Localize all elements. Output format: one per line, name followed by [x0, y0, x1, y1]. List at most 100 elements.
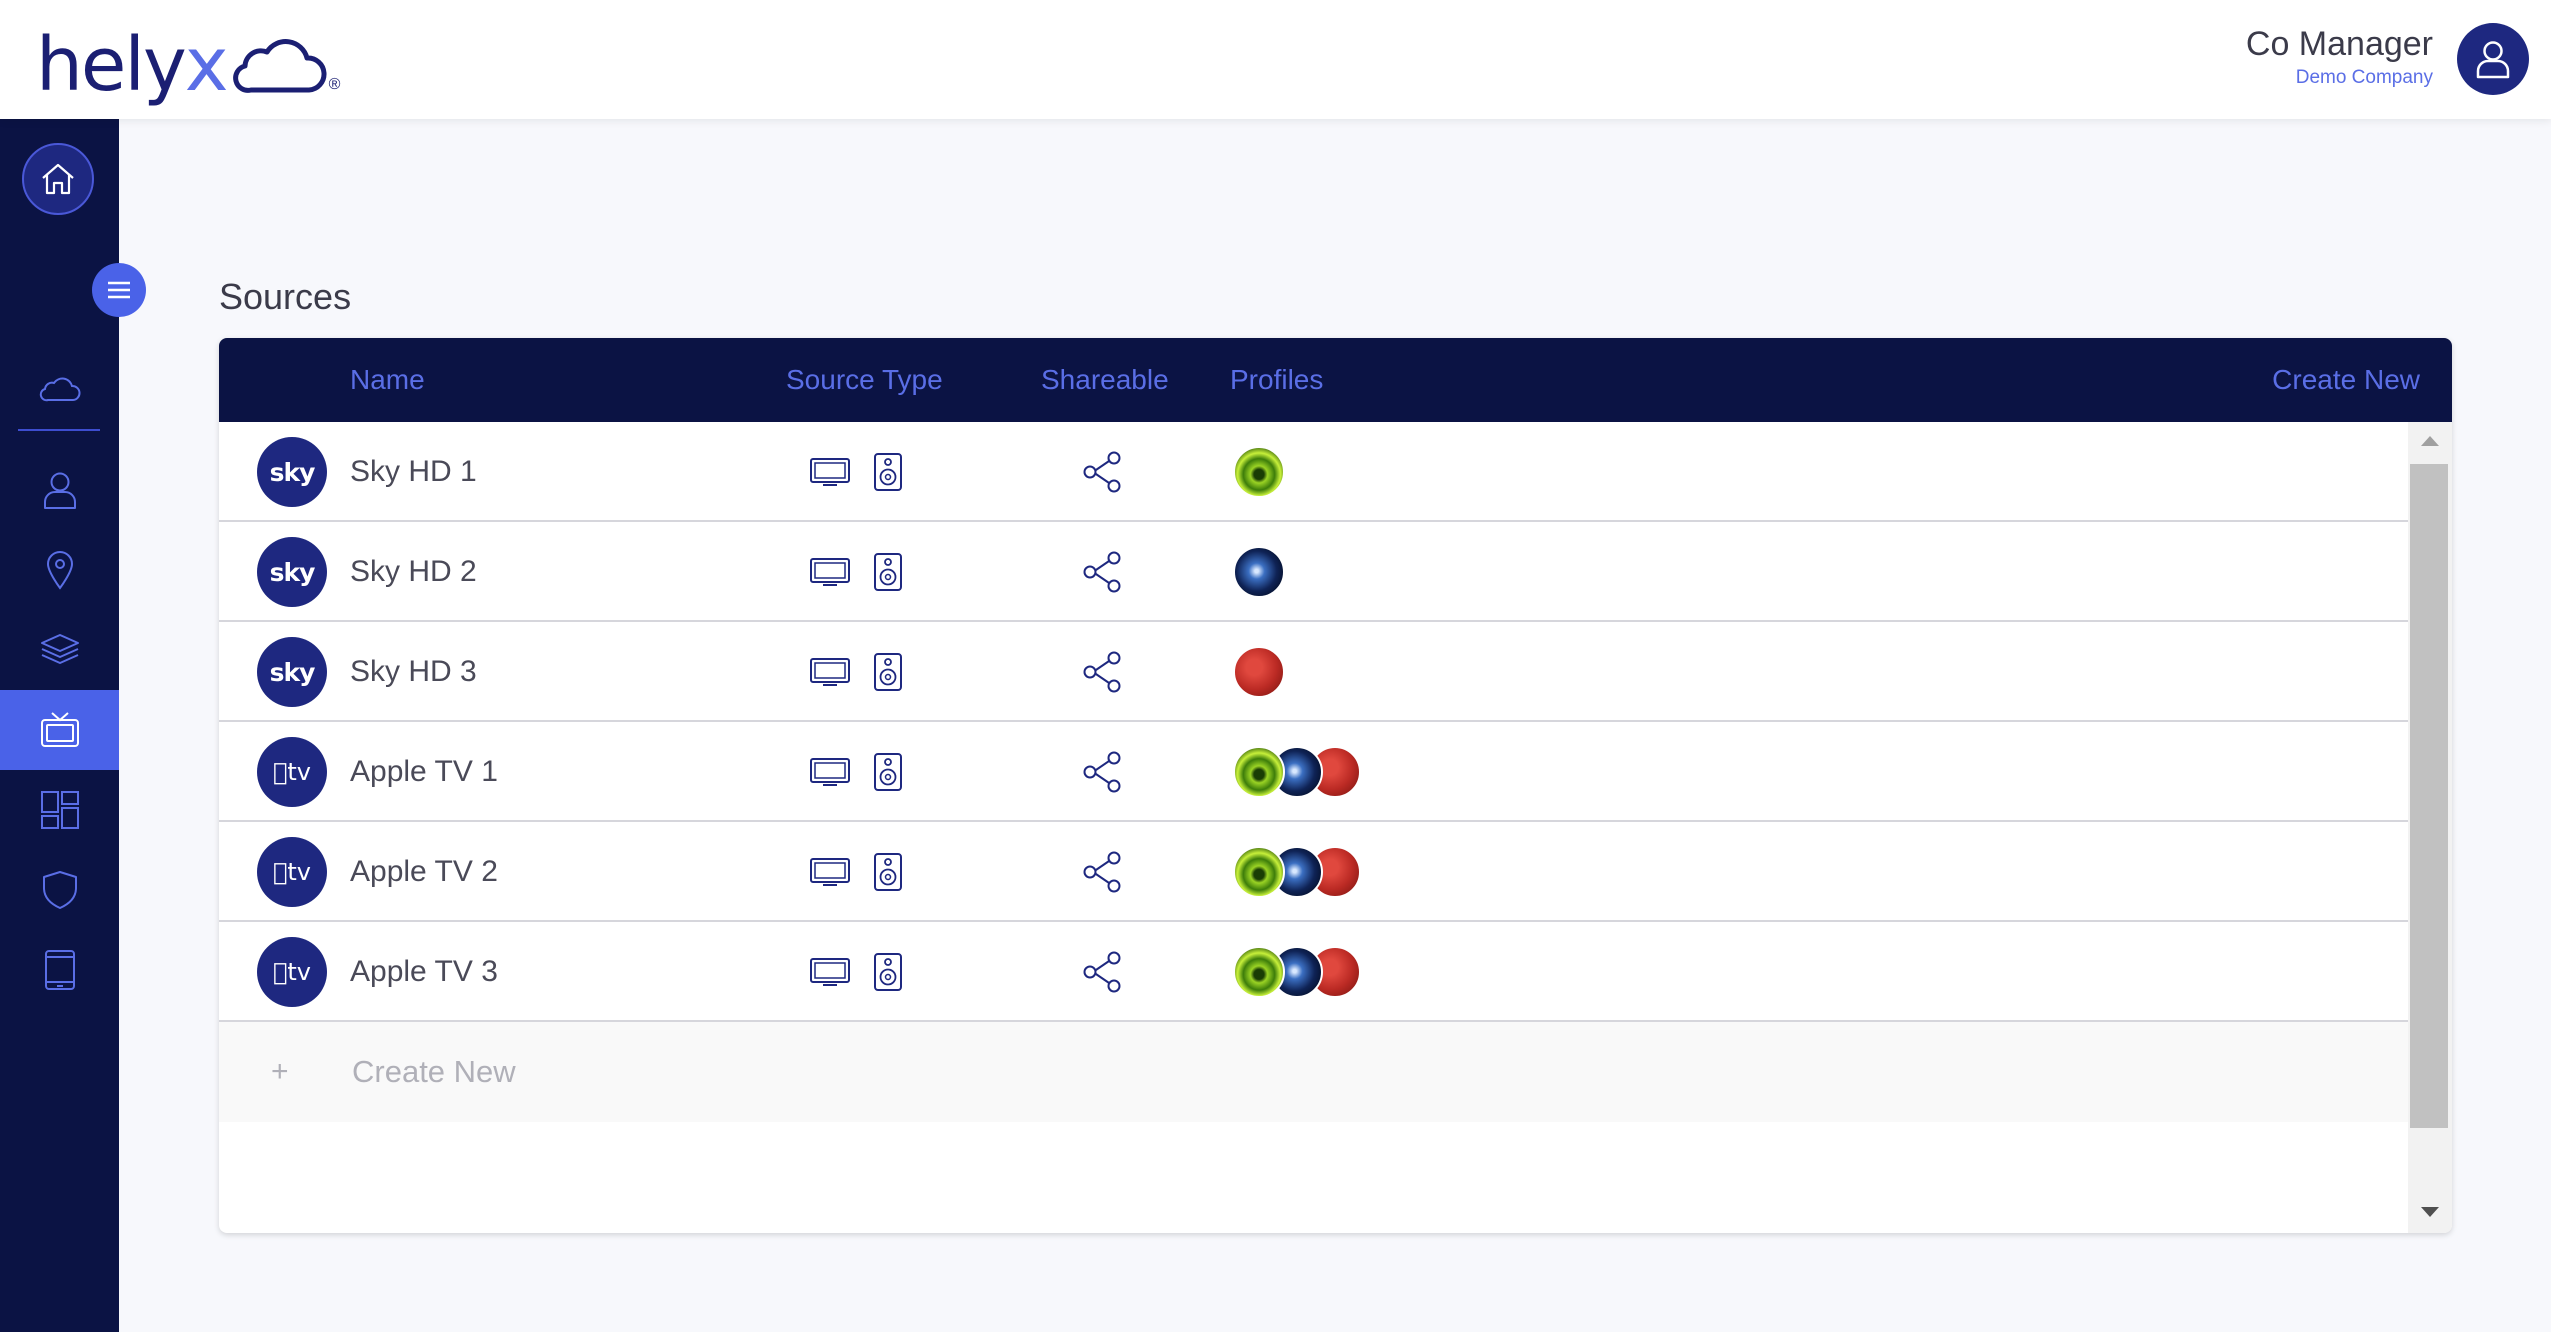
user-name: Co Manager [2245, 25, 2433, 63]
column-header-name[interactable]: Name [350, 364, 425, 395]
logo-text: tv [280, 958, 311, 986]
speaker-icon [874, 753, 902, 791]
scroll-up-arrow-icon[interactable] [2421, 436, 2439, 446]
table-row[interactable]: sky Sky HD 2 [219, 522, 2408, 622]
apple-icon:  [273, 758, 287, 786]
logo-text: tv [280, 758, 311, 786]
location-pin-icon [46, 551, 73, 590]
profile-avatars [1233, 946, 1361, 998]
source-type-icons [809, 752, 903, 792]
tv-icon [40, 712, 79, 747]
source-name[interactable]: Sky HD 1 [350, 455, 477, 488]
share-icon [1083, 951, 1121, 993]
profile-avatars [1233, 546, 1285, 598]
speaker-icon [874, 553, 902, 591]
sidebar-item-cloud[interactable] [0, 349, 119, 429]
table-row[interactable]: tv Apple TV 3 [219, 922, 2408, 1022]
tv-icon [810, 458, 850, 486]
sidebar-item-users[interactable] [0, 450, 119, 530]
logo-text: tv [280, 858, 311, 886]
logo-text: sky [269, 557, 316, 587]
source-name[interactable]: Sky HD 3 [350, 655, 477, 688]
shield-icon [42, 871, 77, 909]
vertical-scrollbar[interactable] [2408, 422, 2452, 1233]
tv-icon [810, 758, 850, 786]
sky-logo: sky [257, 537, 327, 607]
shareable-indicator[interactable] [1081, 750, 1123, 799]
source-type-icons [809, 552, 903, 592]
logo-text: sky [269, 457, 316, 487]
source-type-icons [809, 652, 903, 692]
share-icon [1083, 651, 1121, 693]
source-type-icons [809, 852, 903, 892]
profile-avatars [1233, 446, 1285, 498]
profile-avatar-green[interactable] [1233, 846, 1285, 898]
create-new-label: Create New [352, 1054, 516, 1089]
speaker-icon [874, 853, 902, 891]
profile-avatar-green[interactable] [1233, 446, 1285, 498]
source-name[interactable]: Apple TV 3 [350, 955, 498, 988]
cloud-logo-icon [232, 39, 327, 93]
layers-icon [40, 634, 79, 664]
shareable-indicator[interactable] [1081, 650, 1123, 699]
page-title: Sources [219, 276, 352, 317]
column-header-source-type[interactable]: Source Type [786, 364, 943, 395]
user-icon [2476, 41, 2510, 79]
profile-avatar-blue[interactable] [1233, 546, 1285, 598]
table-row[interactable]: tv Apple TV 1 [219, 722, 2408, 822]
cloud-icon [39, 377, 80, 402]
source-type-icons [809, 952, 903, 992]
profile-avatars [1233, 646, 1285, 698]
sidebar-item-devices[interactable] [0, 930, 119, 1010]
top-header: helyx ® Co Manager Demo Company [0, 0, 2551, 119]
apple-icon:  [273, 858, 287, 886]
apple-tv-logo: tv [257, 737, 327, 807]
shareable-indicator[interactable] [1081, 450, 1123, 499]
source-name[interactable]: Sky HD 2 [350, 555, 477, 588]
shareable-indicator[interactable] [1081, 850, 1123, 899]
speaker-icon [874, 653, 902, 691]
user-info: Co Manager Demo Company [2246, 24, 2433, 92]
table-header: Name Source Type Shareable Profiles Crea… [219, 338, 2452, 422]
sidebar-item-locations[interactable] [0, 530, 119, 610]
profile-avatar-green[interactable] [1233, 746, 1285, 798]
user-avatar-button[interactable] [2457, 23, 2529, 95]
source-name[interactable]: Apple TV 2 [350, 855, 498, 888]
speaker-icon [874, 953, 902, 991]
share-icon [1083, 551, 1121, 593]
table-row[interactable]: sky Sky HD 3 [219, 622, 2408, 722]
tv-icon [810, 858, 850, 886]
logo-text: sky [269, 657, 316, 687]
sources-table: Name Source Type Shareable Profiles Crea… [219, 338, 2452, 1233]
dashboard-icon [40, 791, 79, 829]
column-header-profiles[interactable]: Profiles [1230, 364, 1324, 395]
sidebar-toggle-button[interactable] [92, 263, 146, 317]
sidebar-item-sources[interactable] [0, 690, 119, 770]
sidebar-item-dashboard[interactable] [0, 770, 119, 850]
create-new-row[interactable]: + Create New [219, 1022, 2408, 1122]
hamburger-menu-icon [108, 281, 130, 299]
home-icon [42, 163, 74, 195]
user-company: Demo Company [2295, 67, 2433, 88]
column-header-shareable[interactable]: Shareable [1041, 364, 1169, 395]
share-icon [1083, 751, 1121, 793]
scrollbar-thumb[interactable] [2410, 464, 2448, 1128]
share-icon [1083, 851, 1121, 893]
home-button[interactable] [22, 143, 94, 215]
scroll-down-arrow-icon[interactable] [2421, 1207, 2439, 1217]
table-row[interactable]: sky Sky HD 1 [219, 422, 2408, 522]
source-name[interactable]: Apple TV 1 [350, 755, 498, 788]
shareable-indicator[interactable] [1081, 950, 1123, 999]
helyx-logo[interactable]: helyx ® [36, 22, 340, 102]
create-new-header-button[interactable]: Create New [2272, 364, 2420, 395]
profile-avatar-red[interactable] [1233, 646, 1285, 698]
shareable-indicator[interactable] [1081, 550, 1123, 599]
table-row[interactable]: tv Apple TV 2 [219, 822, 2408, 922]
sidebar-item-security[interactable] [0, 850, 119, 930]
sky-logo: sky [257, 437, 327, 507]
apple-tv-logo: tv [257, 937, 327, 1007]
profile-avatar-green[interactable] [1233, 946, 1285, 998]
sidebar-item-layers[interactable] [0, 610, 119, 690]
sidebar [0, 119, 119, 1332]
